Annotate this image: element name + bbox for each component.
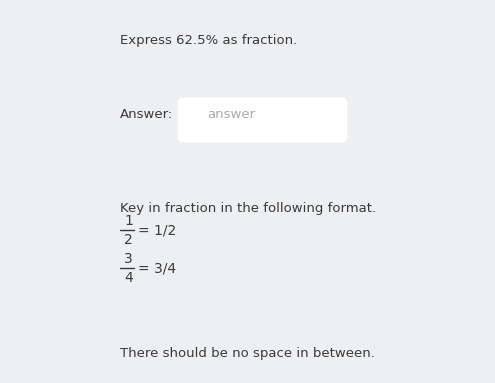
Text: 1: 1 [124,214,133,228]
FancyBboxPatch shape [178,97,347,143]
Text: 2: 2 [124,233,133,247]
Text: = 3/4: = 3/4 [138,261,176,275]
Text: 3: 3 [124,252,133,266]
Text: 4: 4 [124,271,133,285]
Text: = 1/2: = 1/2 [138,223,176,237]
Text: Express 62.5% as fraction.: Express 62.5% as fraction. [120,34,297,47]
Text: Answer:: Answer: [120,108,173,121]
Text: Key in fraction in the following format.: Key in fraction in the following format. [120,202,376,215]
Text: answer: answer [207,108,255,121]
Text: There should be no space in between.: There should be no space in between. [120,347,375,360]
